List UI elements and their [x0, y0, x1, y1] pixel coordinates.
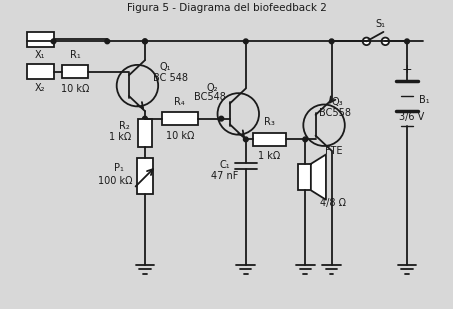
- Bar: [27, 64, 53, 79]
- Circle shape: [243, 137, 248, 142]
- Text: B₁: B₁: [419, 95, 429, 105]
- Bar: [162, 112, 198, 125]
- Circle shape: [363, 38, 370, 45]
- Circle shape: [303, 137, 308, 142]
- Text: X₁: X₁: [35, 50, 46, 61]
- Text: +: +: [402, 63, 412, 76]
- Bar: [27, 32, 53, 47]
- Bar: [298, 164, 311, 190]
- Bar: [253, 133, 286, 146]
- Bar: [62, 65, 88, 78]
- Text: 1 kΩ: 1 kΩ: [109, 133, 131, 142]
- Circle shape: [243, 39, 248, 44]
- Text: Q₁: Q₁: [160, 62, 171, 72]
- Circle shape: [105, 39, 110, 44]
- Text: 3/6 V: 3/6 V: [399, 112, 424, 122]
- Text: 47 nF: 47 nF: [212, 171, 239, 181]
- Text: 1 kΩ: 1 kΩ: [258, 151, 280, 161]
- Text: R₁: R₁: [70, 50, 81, 61]
- Circle shape: [219, 116, 224, 121]
- Text: R₃: R₃: [264, 117, 275, 127]
- Bar: [138, 119, 152, 147]
- Title: Figura 5 - Diagrama del biofeedback 2: Figura 5 - Diagrama del biofeedback 2: [126, 3, 327, 13]
- Polygon shape: [311, 154, 326, 200]
- Text: 10 kΩ: 10 kΩ: [61, 84, 89, 95]
- Text: 100 kΩ: 100 kΩ: [97, 176, 132, 186]
- Text: R₂: R₂: [119, 121, 130, 131]
- Text: Q₂: Q₂: [206, 83, 217, 92]
- Circle shape: [143, 39, 147, 44]
- Text: X₂: X₂: [35, 83, 46, 92]
- Circle shape: [143, 39, 147, 44]
- Circle shape: [405, 39, 410, 44]
- Text: BC548: BC548: [194, 92, 226, 102]
- Circle shape: [381, 38, 389, 45]
- Text: P₁: P₁: [114, 163, 124, 173]
- Text: S₁: S₁: [376, 19, 386, 29]
- Text: R₄: R₄: [174, 97, 185, 107]
- Text: Q₃: Q₃: [332, 97, 343, 107]
- Circle shape: [329, 39, 334, 44]
- Circle shape: [51, 39, 56, 44]
- Circle shape: [143, 116, 147, 121]
- Text: 10 kΩ: 10 kΩ: [166, 131, 194, 141]
- Text: BC 548: BC 548: [153, 73, 188, 83]
- Text: FTE: FTE: [325, 146, 342, 156]
- Text: C₁: C₁: [220, 160, 231, 170]
- Bar: [137, 158, 153, 194]
- Text: 4/8 Ω: 4/8 Ω: [320, 198, 347, 209]
- Text: BC558: BC558: [319, 108, 352, 118]
